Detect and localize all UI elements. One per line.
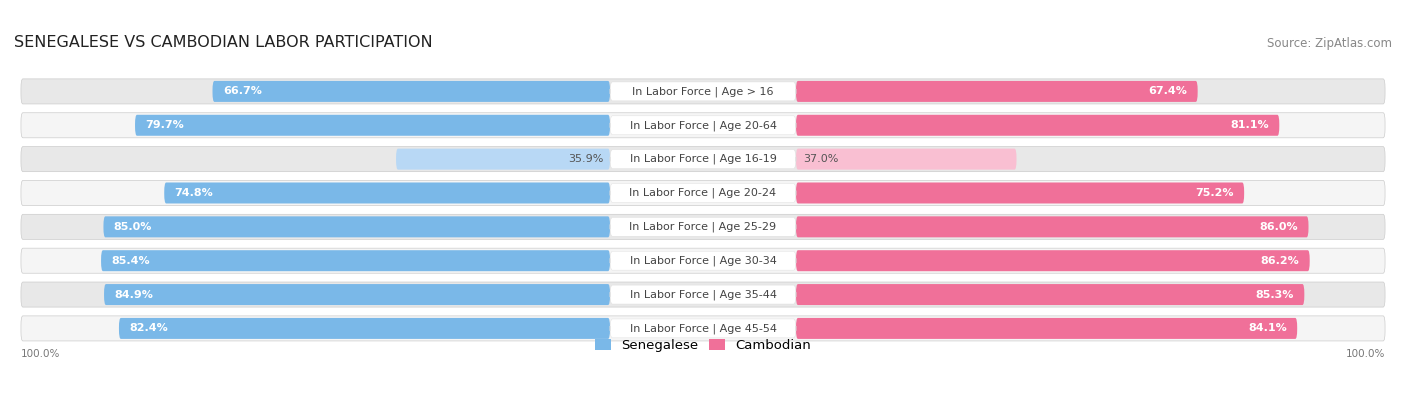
Text: 86.0%: 86.0% xyxy=(1260,222,1298,232)
Text: 79.7%: 79.7% xyxy=(145,120,184,130)
FancyBboxPatch shape xyxy=(21,282,1385,307)
FancyBboxPatch shape xyxy=(610,217,796,236)
FancyBboxPatch shape xyxy=(610,251,796,270)
Text: In Labor Force | Age 20-24: In Labor Force | Age 20-24 xyxy=(630,188,776,198)
Text: 85.4%: 85.4% xyxy=(111,256,150,266)
Text: 85.3%: 85.3% xyxy=(1256,290,1294,299)
FancyBboxPatch shape xyxy=(396,149,610,169)
FancyBboxPatch shape xyxy=(21,316,1385,341)
Text: 84.1%: 84.1% xyxy=(1249,324,1286,333)
Text: In Labor Force | Age 16-19: In Labor Force | Age 16-19 xyxy=(630,154,776,164)
FancyBboxPatch shape xyxy=(135,115,610,136)
Text: SENEGALESE VS CAMBODIAN LABOR PARTICIPATION: SENEGALESE VS CAMBODIAN LABOR PARTICIPAT… xyxy=(14,35,433,50)
FancyBboxPatch shape xyxy=(21,181,1385,205)
Text: 81.1%: 81.1% xyxy=(1230,120,1270,130)
FancyBboxPatch shape xyxy=(796,149,1017,169)
FancyBboxPatch shape xyxy=(796,216,1309,237)
FancyBboxPatch shape xyxy=(610,184,796,202)
Text: 37.0%: 37.0% xyxy=(803,154,838,164)
Text: In Labor Force | Age 35-44: In Labor Force | Age 35-44 xyxy=(630,289,776,300)
FancyBboxPatch shape xyxy=(120,318,610,339)
FancyBboxPatch shape xyxy=(212,81,610,102)
FancyBboxPatch shape xyxy=(796,115,1279,136)
FancyBboxPatch shape xyxy=(21,147,1385,172)
FancyBboxPatch shape xyxy=(104,284,610,305)
Text: In Labor Force | Age 30-34: In Labor Force | Age 30-34 xyxy=(630,256,776,266)
FancyBboxPatch shape xyxy=(610,82,796,101)
FancyBboxPatch shape xyxy=(610,285,796,304)
Text: 75.2%: 75.2% xyxy=(1195,188,1234,198)
Text: In Labor Force | Age 45-54: In Labor Force | Age 45-54 xyxy=(630,323,776,334)
FancyBboxPatch shape xyxy=(610,116,796,135)
Text: 82.4%: 82.4% xyxy=(129,324,169,333)
FancyBboxPatch shape xyxy=(796,250,1310,271)
FancyBboxPatch shape xyxy=(21,79,1385,104)
FancyBboxPatch shape xyxy=(796,318,1298,339)
FancyBboxPatch shape xyxy=(610,150,796,169)
FancyBboxPatch shape xyxy=(104,216,610,237)
Text: 85.0%: 85.0% xyxy=(114,222,152,232)
Text: In Labor Force | Age 25-29: In Labor Force | Age 25-29 xyxy=(630,222,776,232)
FancyBboxPatch shape xyxy=(796,284,1305,305)
FancyBboxPatch shape xyxy=(101,250,610,271)
Text: Source: ZipAtlas.com: Source: ZipAtlas.com xyxy=(1267,37,1392,50)
FancyBboxPatch shape xyxy=(21,113,1385,138)
FancyBboxPatch shape xyxy=(610,319,796,338)
Text: 66.7%: 66.7% xyxy=(222,87,262,96)
Text: 67.4%: 67.4% xyxy=(1149,87,1187,96)
FancyBboxPatch shape xyxy=(165,182,610,203)
Text: 100.0%: 100.0% xyxy=(1346,349,1385,359)
FancyBboxPatch shape xyxy=(21,214,1385,239)
FancyBboxPatch shape xyxy=(21,248,1385,273)
Text: 74.8%: 74.8% xyxy=(174,188,214,198)
FancyBboxPatch shape xyxy=(796,182,1244,203)
Text: In Labor Force | Age 20-64: In Labor Force | Age 20-64 xyxy=(630,120,776,130)
Text: 100.0%: 100.0% xyxy=(21,349,60,359)
Text: 84.9%: 84.9% xyxy=(114,290,153,299)
Legend: Senegalese, Cambodian: Senegalese, Cambodian xyxy=(595,339,811,352)
Text: 86.2%: 86.2% xyxy=(1261,256,1299,266)
Text: In Labor Force | Age > 16: In Labor Force | Age > 16 xyxy=(633,86,773,97)
FancyBboxPatch shape xyxy=(796,81,1198,102)
Text: 35.9%: 35.9% xyxy=(568,154,603,164)
